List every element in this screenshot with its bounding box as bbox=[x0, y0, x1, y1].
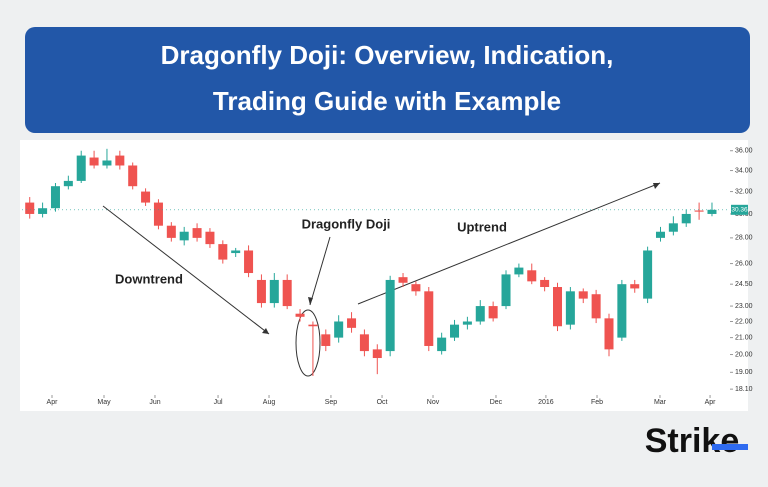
annotation: Uptrend bbox=[457, 219, 507, 234]
annotation: Downtrend bbox=[115, 271, 183, 286]
x-tick-label: Nov bbox=[427, 399, 440, 406]
candle-body bbox=[89, 157, 99, 166]
y-tick-label: 26.00 bbox=[735, 260, 753, 267]
candle-body bbox=[50, 186, 60, 209]
candle-body bbox=[63, 180, 73, 187]
candle-body bbox=[707, 209, 717, 214]
candle-body bbox=[450, 324, 460, 338]
y-tick-label: 24.50 bbox=[735, 281, 753, 288]
candle-body bbox=[218, 244, 228, 260]
candle-body bbox=[424, 291, 434, 346]
candle-body bbox=[437, 337, 447, 352]
annotation: Dragonfly Doji bbox=[302, 216, 391, 231]
candle-body bbox=[192, 228, 202, 238]
title-line: Trading Guide with Example bbox=[213, 86, 561, 116]
x-tick-label: Apr bbox=[705, 399, 717, 406]
y-tick-label: 23.00 bbox=[735, 303, 753, 310]
candle-body bbox=[578, 291, 588, 299]
candle-body bbox=[347, 318, 357, 328]
candle-body bbox=[38, 208, 48, 214]
candle-body bbox=[411, 284, 421, 292]
candle-body bbox=[475, 306, 485, 322]
y-tick-label: 36.00 bbox=[735, 148, 753, 155]
candle-body bbox=[256, 279, 266, 304]
x-tick-label: Mar bbox=[654, 399, 667, 406]
y-tick-label: 18.10 bbox=[735, 386, 753, 393]
x-tick-label: Aug bbox=[263, 399, 276, 406]
candle-body bbox=[398, 277, 408, 283]
title-banner bbox=[25, 27, 750, 133]
x-tick-label: Sep bbox=[325, 399, 338, 406]
candle-body bbox=[668, 223, 678, 232]
x-tick-label: 2016 bbox=[538, 399, 554, 406]
x-tick-label: Oct bbox=[377, 399, 388, 406]
candle-body bbox=[166, 225, 176, 238]
candle-body bbox=[102, 160, 112, 166]
y-tick-label: 21.00 bbox=[735, 334, 753, 341]
candle-body bbox=[681, 213, 691, 224]
y-tick-label: 32.00 bbox=[735, 188, 753, 195]
candle-body bbox=[372, 349, 382, 359]
candle-body bbox=[591, 294, 601, 319]
candle-body bbox=[25, 202, 35, 214]
candle-body bbox=[334, 321, 344, 338]
candle-body bbox=[205, 231, 215, 245]
candle-body bbox=[514, 267, 524, 275]
candle-body bbox=[643, 250, 653, 299]
candle-body bbox=[630, 284, 640, 289]
last-price-label: 30.36 bbox=[731, 207, 748, 214]
arrow bbox=[309, 236, 331, 306]
y-tick-label: 22.00 bbox=[735, 318, 753, 325]
brand-logo: Strike bbox=[645, 422, 740, 460]
candle-body bbox=[141, 191, 151, 203]
candle-body bbox=[553, 287, 563, 327]
arrow bbox=[357, 182, 661, 305]
x-tick-label: Apr bbox=[47, 399, 59, 406]
candle-body bbox=[231, 250, 241, 254]
x-tick-label: Feb bbox=[591, 399, 603, 406]
candle-body bbox=[501, 274, 511, 307]
y-tick-label: 34.00 bbox=[735, 167, 753, 174]
candle-body bbox=[76, 155, 86, 181]
arrowhead bbox=[262, 328, 269, 334]
candle-body bbox=[565, 291, 575, 325]
arrowhead bbox=[653, 183, 660, 189]
candle-body bbox=[282, 279, 292, 307]
candle-body bbox=[359, 334, 369, 352]
candle-body bbox=[488, 306, 498, 319]
y-tick-label: 28.00 bbox=[735, 235, 753, 242]
chart-panel bbox=[20, 140, 748, 411]
candle-body bbox=[694, 210, 704, 212]
x-tick-label: Dec bbox=[490, 399, 503, 406]
y-tick-label: 20.00 bbox=[735, 351, 753, 358]
x-tick-label: Jun bbox=[149, 399, 160, 406]
candle-body bbox=[385, 279, 395, 352]
y-tick-label: 19.00 bbox=[735, 369, 753, 376]
candle-body bbox=[540, 279, 550, 288]
candle-body bbox=[617, 284, 627, 338]
candle-body bbox=[244, 250, 254, 274]
candle-body bbox=[153, 202, 163, 226]
last-price-tag bbox=[731, 204, 748, 215]
candle-body bbox=[604, 318, 614, 350]
brand-accent bbox=[712, 444, 748, 450]
candle-body bbox=[269, 279, 279, 304]
doji-highlight bbox=[295, 309, 321, 377]
candle-body bbox=[527, 270, 537, 282]
candle-body bbox=[308, 324, 318, 327]
candle-body bbox=[321, 334, 331, 346]
candle-body bbox=[655, 231, 665, 238]
title-line: Dragonfly Doji: Overview, Indication, bbox=[161, 40, 614, 70]
arrowhead bbox=[308, 297, 313, 305]
candle-body bbox=[179, 231, 189, 241]
candle-body bbox=[462, 321, 472, 325]
candle-body bbox=[295, 313, 305, 317]
x-tick-label: Jul bbox=[214, 399, 223, 406]
candle-body bbox=[115, 155, 125, 166]
candle-body bbox=[128, 165, 138, 187]
x-tick-label: May bbox=[97, 399, 111, 406]
arrow bbox=[102, 205, 270, 335]
